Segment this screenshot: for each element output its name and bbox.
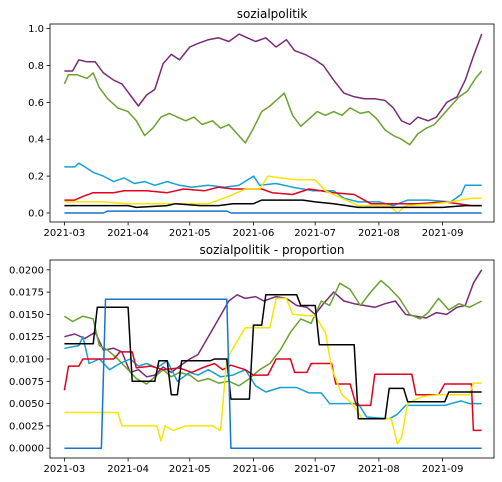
x-tick-label: 2021-07 bbox=[294, 228, 336, 239]
y-tick-label: 1.0 bbox=[28, 24, 44, 35]
series-line-7 bbox=[64, 298, 482, 449]
y-tick-label: 0.0200 bbox=[9, 265, 44, 276]
x-tick-label: 2021-06 bbox=[233, 464, 275, 475]
x-tick-label: 2021-08 bbox=[358, 228, 400, 239]
series-line-4 bbox=[63, 351, 482, 432]
series-line-3 bbox=[64, 162, 482, 207]
x-tick-label: 2021-09 bbox=[422, 464, 464, 475]
y-tick-label: 0.0175 bbox=[9, 288, 44, 299]
y-tick-label: 0.8 bbox=[28, 61, 44, 72]
series-line-6 bbox=[64, 294, 482, 420]
plot-frame bbox=[49, 259, 495, 459]
y-tick-label: 0.4 bbox=[28, 135, 44, 146]
series-line-1 bbox=[64, 33, 483, 126]
y-tick-label: 0.0100 bbox=[9, 355, 44, 366]
series-line-6 bbox=[64, 199, 482, 209]
x-tick-label: 2021-05 bbox=[169, 228, 211, 239]
panel-sozialpolitik-proportion: sozialpolitik - proportion 2021-03 2021-0… bbox=[9, 243, 495, 475]
x-tick-label: 2021-07 bbox=[294, 464, 336, 475]
y-tick-label: 0.0050 bbox=[9, 399, 44, 410]
chart-title: sozialpolitik bbox=[237, 7, 308, 21]
x-tick-label: 2021-04 bbox=[107, 228, 149, 239]
y-tick-label: 0.0000 bbox=[9, 444, 44, 455]
y-tick-label: 0.0125 bbox=[9, 332, 44, 343]
x-tick-label: 2021-09 bbox=[422, 228, 464, 239]
y-tick-label: 0.2 bbox=[28, 172, 44, 183]
series-line-5 bbox=[64, 297, 482, 445]
x-tick-label: 2021-08 bbox=[358, 464, 400, 475]
x-tick-label: 2021-06 bbox=[233, 228, 275, 239]
series-line-5 bbox=[64, 175, 482, 214]
series-line-7 bbox=[64, 210, 482, 214]
y-tick-label: 0.0075 bbox=[9, 377, 44, 388]
series-line-3 bbox=[64, 335, 482, 420]
x-tick-label: 2021-03 bbox=[43, 228, 85, 239]
plot-frame bbox=[49, 23, 495, 223]
series-line-4 bbox=[64, 186, 482, 207]
panel-sozialpolitik: sozialpolitik 2021-03 2021-04 2021-05 2021-… bbox=[28, 7, 495, 239]
series-line-2 bbox=[63, 279, 483, 387]
y-tick-label: 0.0025 bbox=[9, 421, 44, 432]
series-line-2 bbox=[63, 70, 483, 146]
y-tick-label: 0.6 bbox=[28, 98, 44, 109]
x-tick-label: 2021-04 bbox=[107, 464, 149, 475]
chart-title: sozialpolitik - proportion bbox=[200, 243, 345, 257]
x-tick-label: 2021-03 bbox=[43, 464, 85, 475]
y-tick-label: 0.0 bbox=[28, 208, 44, 219]
y-tick-label: 0.0150 bbox=[9, 310, 44, 321]
x-tick-label: 2021-05 bbox=[169, 464, 211, 475]
